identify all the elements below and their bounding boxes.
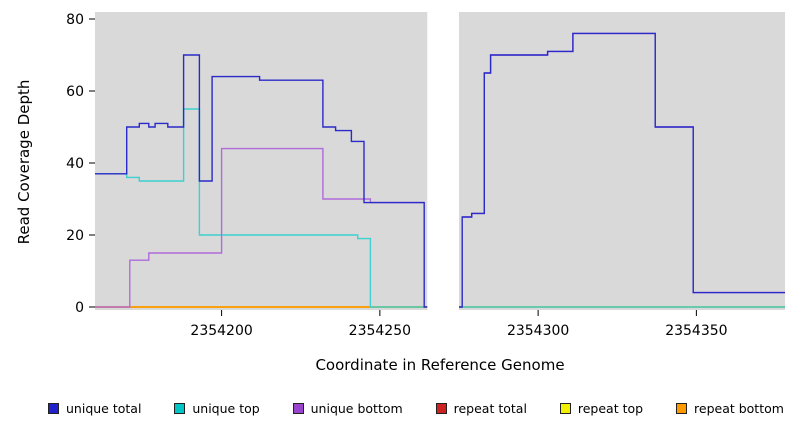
legend-label: unique bottom	[310, 401, 403, 416]
legend-item-unique-total: unique total	[48, 401, 141, 416]
y-tick-label: 80	[66, 12, 84, 28]
legend-swatch	[48, 403, 59, 414]
legend-swatch	[174, 403, 186, 414]
chart-svg: 2354200 2354250 2354300 2354350 0 20 40 60 80	[66, 12, 785, 339]
x-axis-label: Coordinate in Reference Genome	[315, 356, 565, 374]
legend-label: repeat top	[577, 401, 644, 416]
x-tick-label: 2354300	[507, 323, 569, 339]
x-tick-label: 2354350	[665, 323, 727, 339]
legend-label: unique total	[66, 401, 142, 416]
masked-gap-band	[427, 12, 459, 310]
legend-label: unique top	[192, 401, 260, 416]
legend-label: repeat bottom	[694, 401, 784, 416]
x-tick-label: 2354200	[190, 323, 252, 339]
series-unique-total	[95, 32, 785, 308]
legend-swatch	[559, 403, 571, 414]
y-tick-label: 60	[66, 84, 84, 100]
y-tick-label: 0	[75, 300, 84, 316]
y-tick-label: 20	[66, 228, 84, 244]
x-tick-label: 2354250	[349, 323, 411, 339]
y-axis-label: Read Coverage Depth	[15, 79, 33, 245]
legend-item-repeat-total: repeat total	[435, 401, 527, 416]
legend: unique total unique top unique bottom repea…	[48, 401, 784, 416]
series-unique-top	[95, 108, 425, 308]
series-unique-bottom	[95, 147, 425, 308]
legend-swatch	[435, 403, 447, 414]
legend-item-repeat-bottom: repeat bottom	[676, 401, 784, 416]
legend-item-unique-top: unique top	[174, 401, 260, 416]
legend-label: repeat total	[453, 401, 527, 416]
legend-swatch	[676, 403, 688, 414]
legend-item-unique-bottom: unique bottom	[292, 401, 403, 416]
y-tick-label: 40	[66, 156, 84, 172]
legend-swatch	[292, 403, 304, 414]
legend-item-repeat-top: repeat top	[559, 401, 644, 416]
